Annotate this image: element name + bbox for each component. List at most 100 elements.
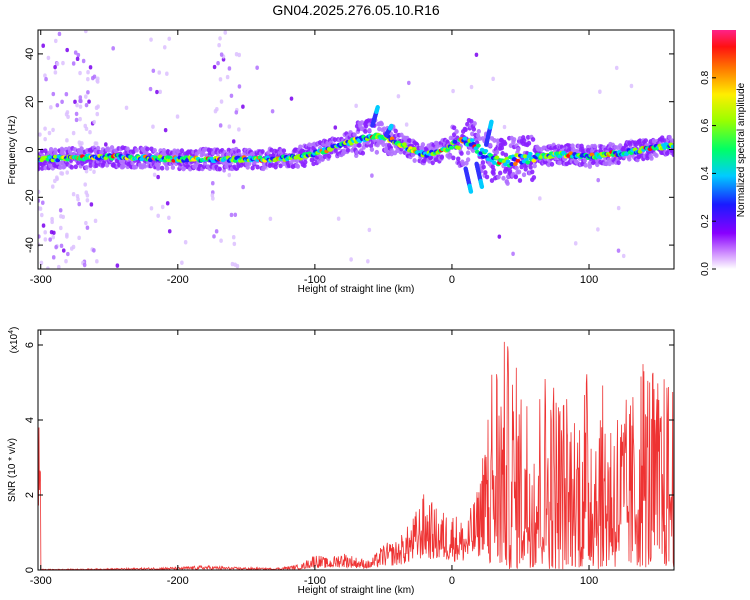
- ridge-streak: [489, 119, 494, 124]
- noise-speck: [43, 237, 48, 242]
- ridge-halo: [463, 127, 468, 133]
- noise-speck: [155, 89, 159, 95]
- x-tick-label: 100: [580, 575, 598, 587]
- ridge-halo: [420, 142, 426, 147]
- noise-speck: [93, 218, 98, 224]
- noise-speck: [84, 126, 89, 132]
- noise-speck: [40, 200, 45, 205]
- ridge-halo: [345, 147, 351, 153]
- noise-speck: [59, 225, 63, 231]
- ridge-halo: [604, 161, 609, 167]
- noise-speck: [214, 229, 219, 234]
- ridge-halo: [627, 156, 632, 162]
- ridge-halo: [451, 132, 457, 138]
- ridge-core: [52, 154, 58, 159]
- ridge-halo: [488, 142, 493, 148]
- noise-speck: [76, 197, 80, 202]
- noise-speck: [336, 216, 341, 221]
- noise-speck: [84, 94, 88, 99]
- noise-speck: [77, 235, 81, 241]
- noise-speck: [234, 52, 239, 57]
- ridge-halo: [278, 163, 283, 169]
- spectrogram-x-ticks: -300 -200 -100 0 100: [30, 30, 598, 286]
- noise-speck: [621, 253, 626, 259]
- ridge-halo: [250, 165, 255, 171]
- ridge-halo: [152, 148, 157, 153]
- ridge-halo: [616, 160, 621, 166]
- noise-speck: [241, 104, 245, 109]
- noise-speck: [56, 264, 61, 269]
- noise-speck: [58, 208, 63, 213]
- noise-speck: [210, 180, 215, 186]
- x-tick-label: -200: [167, 274, 189, 286]
- ridge-core: [505, 159, 511, 164]
- noise-speck: [219, 52, 224, 57]
- noise-speck: [50, 219, 54, 225]
- ridge-halo: [281, 148, 287, 154]
- noise-speck: [234, 110, 239, 115]
- ridge-halo: [496, 174, 501, 180]
- ridge-halo: [359, 120, 365, 126]
- ridge-streak: [479, 184, 485, 189]
- ridge-halo: [531, 175, 537, 180]
- noise-speck: [497, 234, 502, 239]
- ridge-halo: [60, 150, 65, 155]
- noise-speck: [404, 122, 409, 127]
- ridge-halo: [363, 123, 369, 129]
- ridge-core: [462, 136, 468, 141]
- noise-speck: [84, 190, 89, 195]
- ridge-halo: [477, 136, 482, 141]
- ridge-halo: [483, 170, 488, 175]
- ridge-halo: [447, 153, 453, 158]
- colorbar-ticks: 0.0 0.2 0.4 0.6 0.8: [700, 70, 716, 276]
- noise-speck: [218, 36, 222, 41]
- noise-speck: [77, 140, 82, 145]
- noise-speck: [211, 196, 215, 201]
- noise-speck: [78, 70, 82, 76]
- noise-speck: [88, 65, 93, 70]
- noise-speck: [111, 46, 115, 51]
- noise-speck: [84, 102, 89, 108]
- ridge-halo: [377, 126, 382, 132]
- noise-speck: [407, 80, 411, 86]
- noise-speck: [233, 212, 238, 218]
- noise-speck: [616, 205, 621, 211]
- ridge-halo: [393, 128, 398, 134]
- noise-speck: [86, 90, 90, 95]
- x-tick-label: -300: [30, 575, 52, 587]
- ridge-core: [456, 145, 462, 150]
- noise-speck: [165, 201, 170, 206]
- y-tick-label: 0: [24, 146, 36, 152]
- ridge-halo: [245, 164, 250, 170]
- noise-speck: [38, 234, 41, 239]
- noise-speck: [85, 198, 90, 203]
- ridge-core: [670, 144, 674, 149]
- ridge-halo: [201, 151, 206, 157]
- noise-speck: [216, 60, 220, 66]
- noise-speck: [57, 31, 62, 37]
- noise-speck: [81, 58, 86, 64]
- ridge-halo: [352, 132, 357, 138]
- ridge-halo: [145, 146, 150, 152]
- ridge-halo: [465, 157, 471, 163]
- ridge-core: [503, 162, 508, 167]
- noise-speck: [162, 45, 167, 50]
- ridge-core: [515, 158, 521, 163]
- noise-speck: [69, 246, 74, 251]
- noise-speck: [77, 201, 82, 207]
- ridge-core: [522, 154, 528, 159]
- ridge-halo: [295, 164, 301, 169]
- noise-speck: [78, 98, 82, 104]
- ridge-halo: [454, 129, 459, 134]
- noise-speck: [212, 234, 216, 239]
- ridge-halo: [476, 129, 482, 134]
- noise-speck: [73, 50, 78, 55]
- ridge-halo: [528, 164, 533, 170]
- noise-speck: [502, 124, 507, 130]
- noise-speck: [47, 130, 52, 136]
- ridge-halo: [142, 163, 148, 169]
- ridge-halo: [521, 137, 527, 143]
- ridge-halo: [516, 147, 521, 152]
- ridge-core: [513, 161, 518, 166]
